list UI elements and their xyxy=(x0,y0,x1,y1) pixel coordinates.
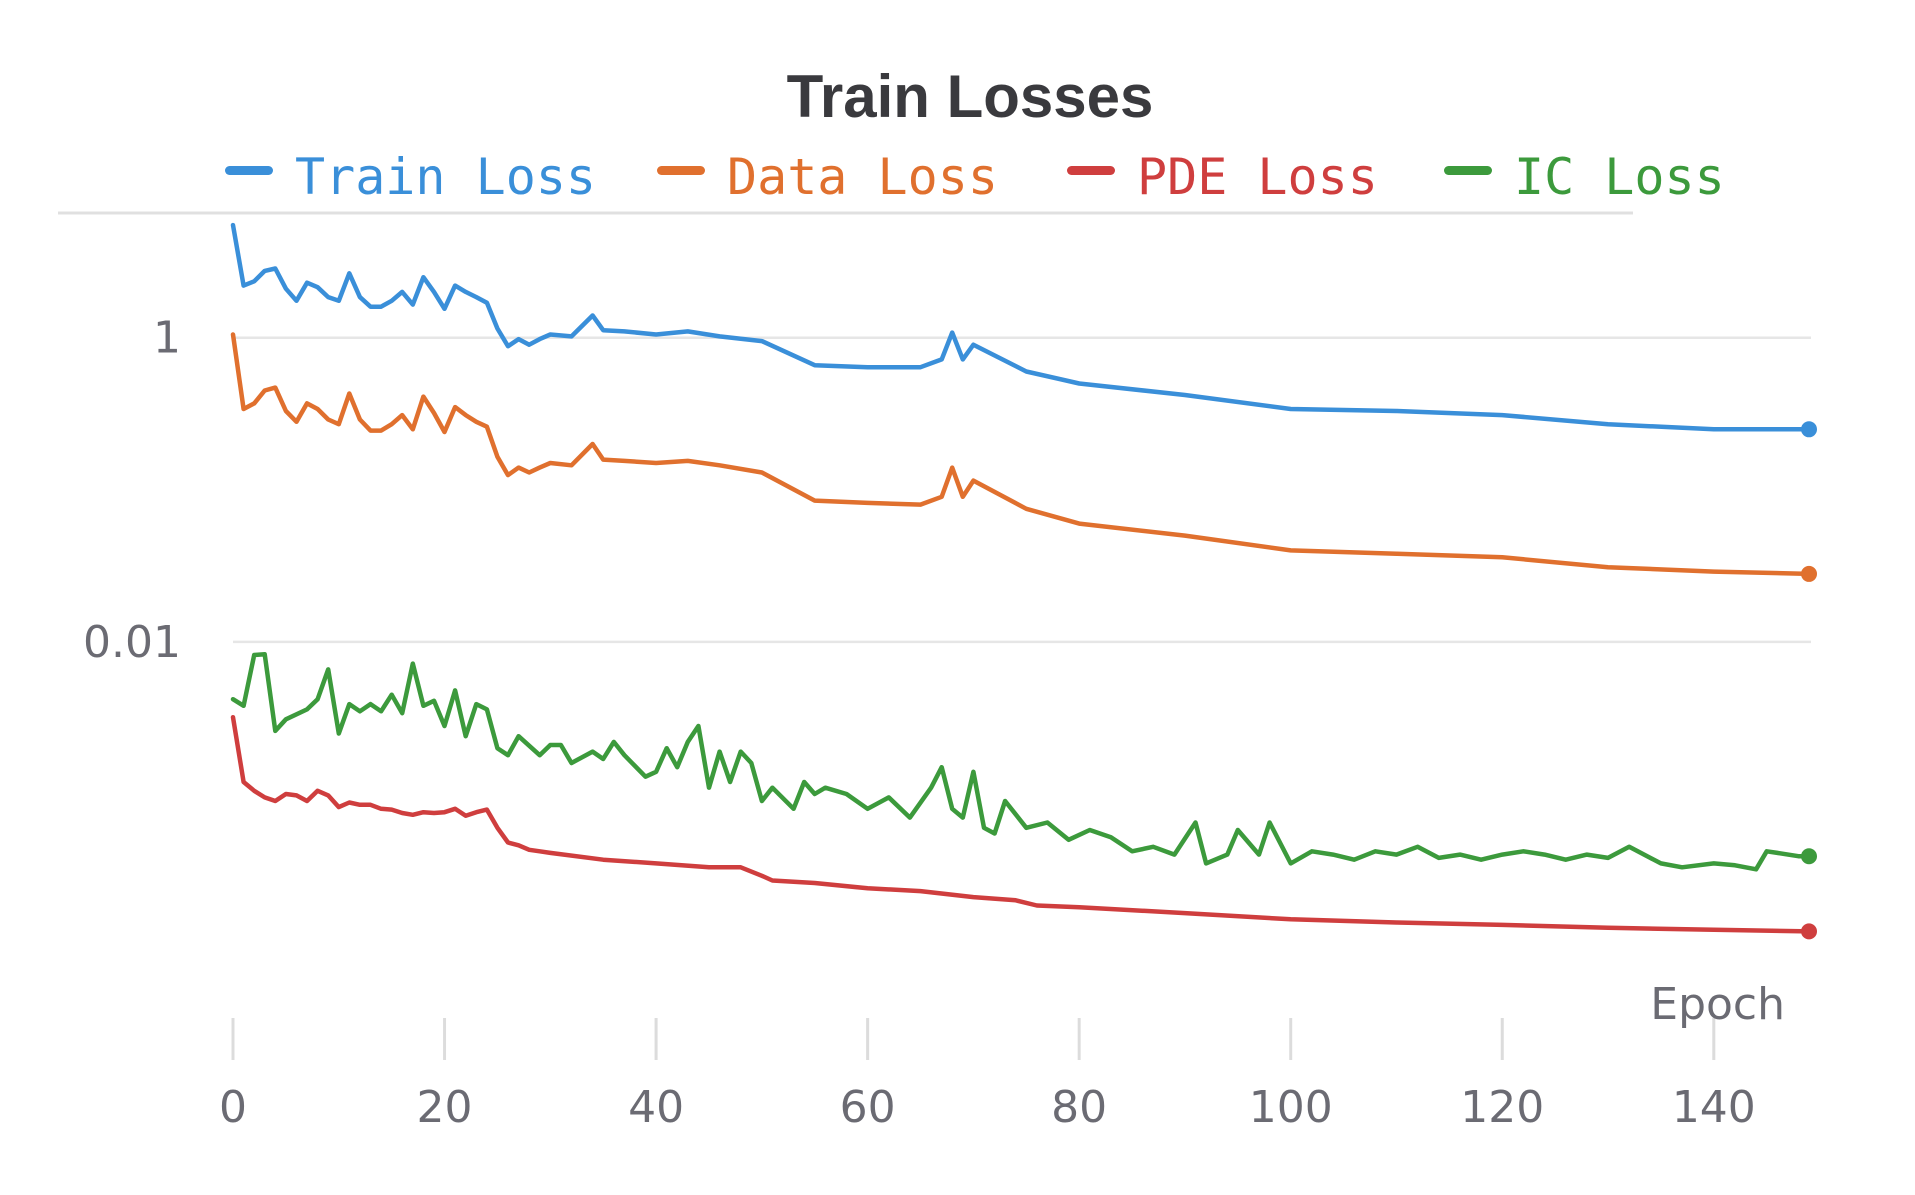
series-line-ic-loss xyxy=(230,651,1812,872)
legend-item-ic-loss[interactable]: IC Loss xyxy=(1444,148,1725,206)
series-end-point-ic-loss xyxy=(1801,848,1817,865)
legend-item-data-loss[interactable]: Data Loss xyxy=(657,148,998,206)
legend-item-train-loss[interactable]: Train Loss xyxy=(225,148,596,206)
series-line-pde-loss xyxy=(230,714,1812,934)
x-axis: 0 20 40 60 80 100 120 140 xyxy=(219,1018,1756,1133)
legend-swatch xyxy=(657,166,705,175)
y-axis: 10.01 xyxy=(83,313,181,668)
legend-swatch xyxy=(1444,166,1492,175)
x-tick-label: 140 xyxy=(1672,1082,1756,1133)
y-tick-label: 0.01 xyxy=(83,617,181,668)
series-end-point-data-loss xyxy=(1801,565,1817,582)
x-tick-label: 60 xyxy=(840,1082,896,1133)
legend: Train Loss Data Loss PDE Loss IC Loss xyxy=(225,148,1725,206)
chart-title: Train Losses xyxy=(787,63,1154,130)
legend-label: Train Loss xyxy=(295,148,596,206)
x-tick-label: 0 xyxy=(219,1082,247,1133)
x-tick-label: 100 xyxy=(1249,1082,1333,1133)
grid xyxy=(233,336,1811,644)
x-axis-label: Epoch xyxy=(1650,979,1785,1030)
legend-swatch xyxy=(1067,166,1115,175)
series-end-point-train-loss xyxy=(1801,421,1817,438)
series-line-data-loss xyxy=(230,332,1812,577)
x-tick-label: 20 xyxy=(417,1082,473,1133)
x-tick-label: 120 xyxy=(1460,1082,1544,1133)
series-lines xyxy=(230,222,1817,940)
legend-item-pde-loss[interactable]: PDE Loss xyxy=(1067,148,1378,206)
legend-label: PDE Loss xyxy=(1137,148,1378,206)
series-line-train-loss xyxy=(230,222,1812,432)
y-tick-label: 1 xyxy=(153,313,181,364)
series-end-point-pde-loss xyxy=(1801,923,1817,940)
x-tick-label: 80 xyxy=(1051,1082,1107,1133)
legend-label: Data Loss xyxy=(727,148,998,206)
x-tick-label: 40 xyxy=(628,1082,684,1133)
legend-label: IC Loss xyxy=(1514,148,1725,206)
legend-swatch xyxy=(225,166,273,175)
